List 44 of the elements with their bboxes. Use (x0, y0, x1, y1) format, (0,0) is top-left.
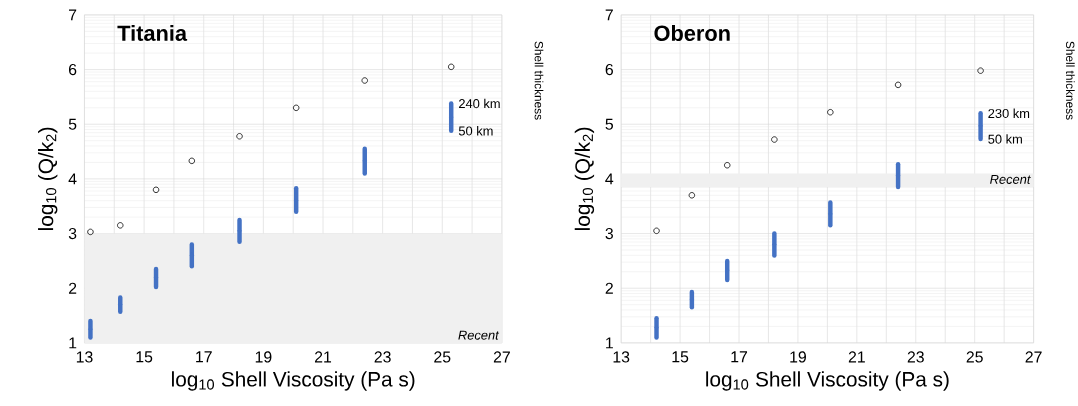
x-tick-label: 27 (493, 351, 510, 363)
y-tick-label: 3 (605, 227, 613, 239)
y-tick-label: 1 (69, 337, 77, 349)
y-axis-title: log$_{10}$ (Q/k$_{2}$) (574, 127, 595, 230)
x-axis-title: log$_{10}$ Shell Viscosity (Pa s) (172, 371, 415, 391)
y-tick-label: 2 (68, 282, 77, 294)
annotation: 50 km (988, 134, 1022, 144)
y-tick-label: 4 (605, 173, 614, 185)
x-tick-label: 13 (76, 351, 93, 363)
annotation: 50 km (458, 125, 493, 136)
annotation: 230 km (988, 108, 1030, 118)
y-tick-label: 2 (605, 282, 613, 294)
y-tick-label: 1 (606, 337, 613, 349)
x-tick-label: 17 (731, 351, 748, 363)
x-tick-label: 23 (374, 351, 391, 363)
x-tick-label: 19 (255, 351, 272, 363)
y-tick-label: 5 (605, 118, 614, 130)
band-label: Recent (458, 330, 500, 340)
x-tick-label: 23 (907, 351, 924, 363)
x-axis-title: log$_{10}$ Shell Viscosity (Pa s) (706, 371, 949, 391)
x-tick-label: 25 (966, 351, 983, 363)
y-tick-label: 4 (68, 173, 77, 185)
y-tick-label: 6 (69, 63, 77, 75)
x-tick-label: 27 (1025, 351, 1042, 363)
band-label: Recent (990, 174, 1031, 184)
chart-title: Oberon (654, 24, 730, 41)
y-tick-label: 5 (68, 118, 77, 130)
x-tick-label: 25 (434, 351, 451, 363)
x-tick-label: 17 (196, 351, 212, 363)
x-tick-label: 19 (790, 351, 806, 363)
y-tick-label: 6 (605, 63, 613, 75)
x-tick-label: 21 (314, 351, 332, 363)
text: Shell thickness (1066, 41, 1075, 120)
y-tick-label: 7 (605, 9, 613, 21)
x-tick-label: 15 (136, 351, 153, 363)
annotation: 240 km (459, 98, 500, 108)
x-tick-label: 13 (613, 351, 630, 363)
x-tick-label: 21 (848, 351, 865, 363)
text: Shell thickness (534, 41, 544, 120)
chart-title: Titania (117, 24, 188, 41)
x-tick-label: 15 (672, 351, 689, 363)
y-tick-label: 7 (69, 9, 77, 21)
y-axis-title: log$_{10}$ (Q/k$_{2}$) (38, 127, 58, 230)
y-tick-label: 3 (68, 227, 77, 239)
